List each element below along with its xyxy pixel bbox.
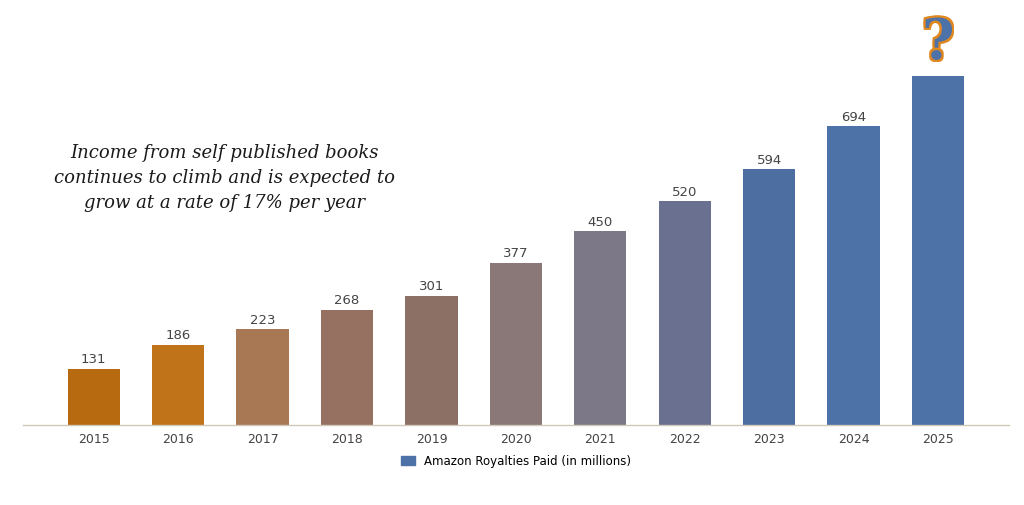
Bar [406,295,458,425]
Text: 301: 301 [419,280,444,293]
Text: ?: ? [920,14,952,69]
Bar [321,310,373,425]
Text: ?: ? [924,18,956,73]
Text: 520: 520 [672,186,697,198]
Text: 131: 131 [81,353,106,366]
Text: 268: 268 [335,294,359,307]
Text: 594: 594 [757,154,781,167]
Text: 694: 694 [841,111,866,124]
Legend: Amazon Royalties Paid (in millions): Amazon Royalties Paid (in millions) [400,455,631,468]
Text: 186: 186 [166,329,190,342]
Text: ?: ? [924,14,956,69]
Bar [743,170,796,425]
Text: ?: ? [922,16,954,71]
Text: 377: 377 [503,247,528,260]
Bar [152,345,205,425]
Text: ?: ? [924,16,956,71]
Bar [237,329,289,425]
Text: ?: ? [922,14,954,69]
Bar [827,126,880,425]
Text: 223: 223 [250,314,275,327]
Text: ?: ? [920,16,952,71]
Text: ?: ? [920,18,952,73]
Bar [658,201,711,425]
Text: Income from self published books
continues to climb and is expected to
grow at a: Income from self published books continu… [54,144,395,212]
Bar [911,76,965,425]
Bar [574,231,627,425]
Text: 450: 450 [588,216,613,229]
Bar [489,263,542,425]
Bar [68,369,120,425]
Text: ?: ? [922,18,954,73]
